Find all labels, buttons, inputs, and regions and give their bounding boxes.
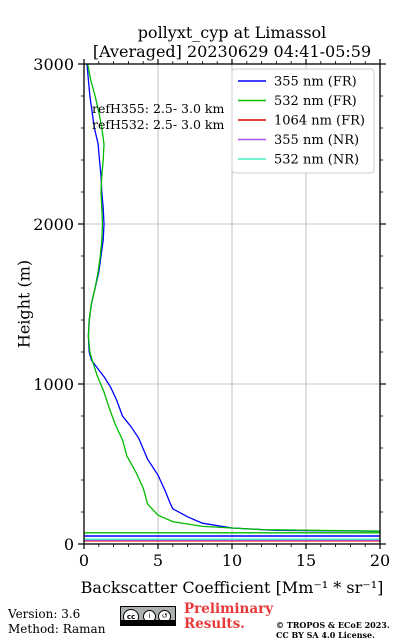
x-axis-label: Backscatter Coefficient [Mm⁻¹ * sr⁻¹] <box>81 578 384 597</box>
version-label: Version: 3.6 <box>8 607 81 621</box>
x-tick-label: 10 <box>222 551 242 570</box>
series-355-nm-fr--profile <box>86 64 380 532</box>
plot-area <box>84 64 380 542</box>
y-axis-label: Height (m) <box>15 260 34 348</box>
legend-entry: 355 nm (FR) <box>274 75 357 90</box>
legend-entry: 532 nm (FR) <box>274 94 357 109</box>
legend-entry: 532 nm (NR) <box>274 153 359 168</box>
cc-license-badge: cc i ↺ <box>120 606 176 626</box>
x-tick-label: 20 <box>370 551 390 570</box>
axis-ticks: 0 5 10 15 20 0 1000 2000 3000 <box>33 55 390 570</box>
y-tick-label: 3000 <box>33 55 74 74</box>
chart-title: pollyxt_cyp at Limassol [Averaged] 20230… <box>93 23 371 61</box>
ref-height-annotation: refH532: 2.5- 3.0 km <box>92 117 224 132</box>
y-tick-label: 1000 <box>33 375 74 394</box>
copyright-notice: © TROPOS & ECoE 2023. CC BY SA 4.0 Licen… <box>276 620 390 640</box>
legend-entry: 1064 nm (FR) <box>274 114 365 129</box>
legend-entry: 355 nm (NR) <box>274 133 359 148</box>
chart-title-line-2: [Averaged] 20230629 04:41-05:59 <box>93 42 371 61</box>
x-tick-label: 0 <box>79 551 89 570</box>
x-tick-label: 5 <box>153 551 163 570</box>
method-label: Method: Raman <box>8 622 106 636</box>
x-tick-label: 15 <box>296 551 316 570</box>
backscatter-chart: pollyxt_cyp at Limassol [Averaged] 20230… <box>15 23 391 597</box>
y-tick-label: 2000 <box>33 215 74 234</box>
ref-height-annotation: refH355: 2.5- 3.0 km <box>92 101 224 116</box>
series-532-nm-fr--profile <box>87 64 380 532</box>
legend: 355 nm (FR) 532 nm (FR) 1064 nm (FR) 355 nm… <box>231 68 375 174</box>
legend-box <box>231 68 375 174</box>
y-tick-label: 0 <box>64 535 74 554</box>
preliminary-results-notice: Preliminary Results. <box>184 601 274 632</box>
chart-title-line-1: pollyxt_cyp at Limassol <box>138 23 327 42</box>
